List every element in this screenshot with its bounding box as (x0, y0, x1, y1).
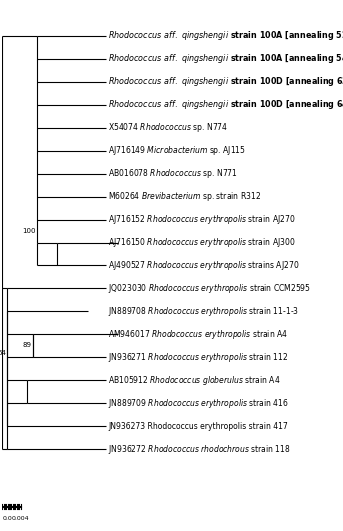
Text: M60264 $\it{Brevibacterium}$ sp. strain R312: M60264 $\it{Brevibacterium}$ sp. strain … (108, 190, 261, 203)
Text: JN936272 $\it{Rhodococcus}$ $\it{rhodochrous}$ strain 118: JN936272 $\it{Rhodococcus}$ $\it{rhodoch… (108, 443, 291, 456)
Text: 0.004: 0.004 (12, 516, 29, 521)
Text: $\it{Rhodococcus}$ $\it{aff.}$ $\it{qingshengii}$ strain 100D [annealing 64.6]: $\it{Rhodococcus}$ $\it{aff.}$ $\it{qing… (108, 98, 343, 111)
Text: AB105912 $\it{Rhodococcus}$ $\it{globerulus}$ strain A4: AB105912 $\it{Rhodococcus}$ $\it{globeru… (108, 374, 281, 387)
Text: 64: 64 (0, 350, 6, 356)
Text: X54074 $\it{Rhodococcus}$ sp. N774: X54074 $\it{Rhodococcus}$ sp. N774 (108, 121, 228, 134)
Text: JN936271 $\it{Rhodococcus}$ $\it{erythropolis}$ strain 112: JN936271 $\it{Rhodococcus}$ $\it{erythro… (108, 351, 288, 364)
Text: AJ490527 $\it{Rhodococcus}$ $\it{erythropolis}$ strains AJ270: AJ490527 $\it{Rhodococcus}$ $\it{erythro… (108, 259, 299, 272)
Text: JQ023030 $\it{Rhodococcus}$ $\it{erythropolis}$ strain CCM2595: JQ023030 $\it{Rhodococcus}$ $\it{erythro… (108, 282, 311, 295)
Text: AJ716149 $\it{Microbacterium}$ sp. AJ115: AJ716149 $\it{Microbacterium}$ sp. AJ115 (108, 144, 246, 157)
Text: 100: 100 (22, 228, 36, 234)
Text: 0.0: 0.0 (2, 516, 12, 521)
Text: JN889708 $\it{Rhodococcus}$ $\it{erythropolis}$ strain 11-1-3: JN889708 $\it{Rhodococcus}$ $\it{erythro… (108, 305, 299, 318)
Text: $\it{Rhodococcus}$ $\it{aff.}$ $\it{qingshengii}$ strain 100D [annealing 63.9]: $\it{Rhodococcus}$ $\it{aff.}$ $\it{qing… (108, 75, 343, 88)
Text: $\it{Rhodococcus}$ $\it{aff.}$ $\it{qingshengii}$ strain 100A [annealing 54]: $\it{Rhodococcus}$ $\it{aff.}$ $\it{qing… (108, 53, 343, 65)
Text: AM946017 $\it{Rhodococcus}$ $\it{erythropolis}$ strain A4: AM946017 $\it{Rhodococcus}$ $\it{erythro… (108, 328, 288, 341)
Text: AB016078 $\it{Rhodococcus}$ sp. N771: AB016078 $\it{Rhodococcus}$ sp. N771 (108, 167, 238, 180)
Text: $\it{Rhodococcus}$ $\it{aff.}$ $\it{qingshengii}$ strain 100A [annealing 52.3]: $\it{Rhodococcus}$ $\it{aff.}$ $\it{qing… (108, 29, 343, 42)
Text: JN889709 $\it{Rhodococcus}$ $\it{erythropolis}$ strain 416: JN889709 $\it{Rhodococcus}$ $\it{erythro… (108, 397, 289, 410)
Text: JN936273 Rhodococcus erythropolis strain 417: JN936273 Rhodococcus erythropolis strain… (108, 422, 288, 431)
Text: AJ716150 $\it{Rhodococcus}$ $\it{erythropolis}$ strain AJ300: AJ716150 $\it{Rhodococcus}$ $\it{erythro… (108, 236, 296, 249)
Text: AJ716152 $\it{Rhodococcus}$ $\it{erythropolis}$ strain AJ270: AJ716152 $\it{Rhodococcus}$ $\it{erythro… (108, 213, 296, 226)
Text: 89: 89 (23, 342, 32, 348)
